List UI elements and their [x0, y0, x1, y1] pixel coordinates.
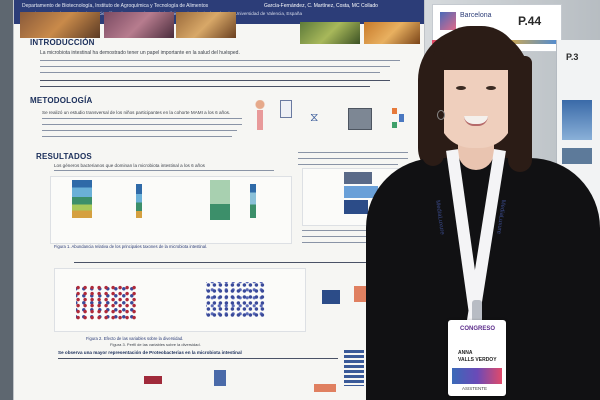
bottom-figure-4 — [314, 384, 336, 392]
scatter-plot-2 — [206, 282, 266, 318]
figure3-caption: Figura 3. Perfil de las variables sobre … — [110, 342, 201, 347]
badge-role: ASISTENTE — [462, 386, 488, 391]
person-eye-right — [486, 86, 496, 90]
poster-photo-5 — [364, 22, 420, 44]
person-eye-left — [456, 86, 466, 90]
metodo-text: Se realizó un estudio transversal de los… — [42, 110, 231, 115]
person-hair-side-left — [422, 56, 444, 166]
neighbour-poster-graphic-2 — [562, 148, 592, 164]
bottom-figure-2 — [214, 370, 226, 386]
child-figure-icon — [254, 100, 266, 130]
figure2-caption: Figura 2. Efecto de las variables sobre … — [86, 336, 184, 341]
neighbour-poster-graphic-1 — [562, 100, 592, 140]
right-bar-2 — [344, 186, 378, 198]
poster-photo-2 — [104, 12, 174, 38]
poster-photo-3 — [176, 12, 236, 38]
badge-name-line2: VALLS VERDOY — [458, 357, 497, 363]
section-resultados: RESULTADOS — [36, 152, 92, 161]
badge-event: CONGRESO — [460, 326, 496, 332]
section-metodologia: METODOLOGÍA — [30, 96, 93, 105]
person-earring-icon — [437, 110, 445, 120]
sample-tube-icon — [280, 100, 292, 118]
fig3-box-1 — [322, 290, 340, 304]
conclusion-text: Se observa una mayor representación de P… — [58, 350, 242, 355]
right-bar-1 — [344, 172, 372, 184]
intro-text: La microbiota intestinal ha demostrado t… — [40, 50, 240, 56]
poster-authors: García-Fernández, C. Martínez, Costa, MC… — [264, 3, 378, 9]
person-hair-side-right — [508, 56, 532, 172]
sign-poster-number: P.44 — [518, 14, 542, 28]
analysis-chart-icon — [390, 104, 408, 130]
fig1-bar-2 — [136, 184, 142, 218]
poster-photo-4 — [300, 22, 360, 44]
sequencer-icon — [348, 108, 372, 130]
lanyard-clip — [472, 300, 482, 322]
section-introduccion: INTRODUCCIÓN — [30, 38, 95, 47]
barcelona-logo-icon — [440, 12, 456, 30]
scatter-plot-1 — [76, 284, 136, 320]
dna-icon: ⧖ — [310, 110, 319, 124]
fig1-bar-4 — [250, 184, 256, 218]
left-panel-edge — [0, 0, 14, 400]
resultados-text: Los géneros bacterianos que dominan la m… — [54, 163, 205, 168]
poster-photo-1 — [20, 12, 100, 38]
side-poster-number: P.3 — [566, 52, 579, 62]
fig1-bar-3 — [210, 180, 230, 220]
badge-skyline-icon — [452, 368, 502, 384]
bottom-figure-3 — [344, 350, 364, 386]
badge-name-line1: ANNA — [458, 350, 473, 356]
person-mouth — [464, 116, 488, 126]
poster-header-line1: Departamento de Biotecnología, Instituto… — [22, 3, 209, 9]
right-bar-3 — [344, 200, 368, 214]
research-poster: Departamento de Biotecnología, Instituto… — [14, 0, 424, 400]
sign-brand: Barcelona — [460, 12, 492, 19]
fig1-bar-1 — [72, 180, 92, 218]
bottom-figure-1 — [144, 376, 162, 384]
figure1-caption: Figura 1. Abundancia relativa de los pri… — [54, 244, 208, 249]
